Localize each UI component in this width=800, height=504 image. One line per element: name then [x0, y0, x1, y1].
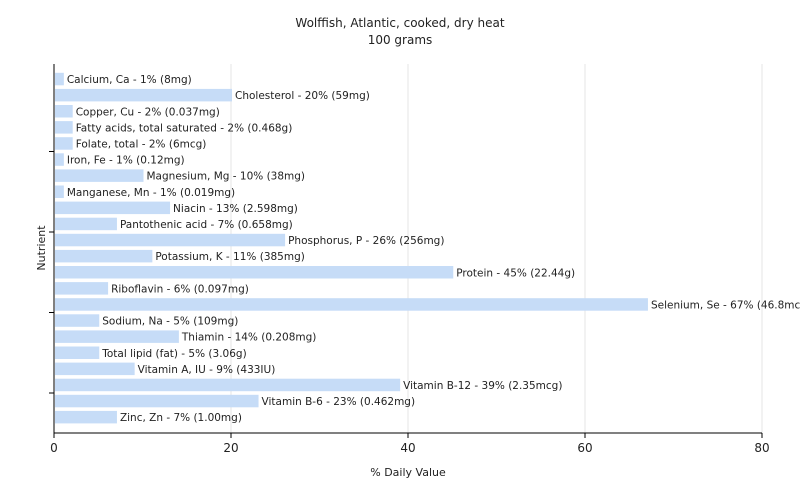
bar-data-label: Copper, Cu - 2% (0.037mg) [76, 106, 220, 118]
bar-data-label: Iron, Fe - 1% (0.12mg) [67, 155, 185, 167]
x-axis-title: % Daily Value [370, 466, 446, 479]
bar-data-label: Potassium, K - 11% (385mg) [155, 251, 305, 263]
bar [55, 153, 64, 166]
bar [55, 185, 64, 198]
axes: 0 20 40 60 80 [49, 64, 770, 455]
bar [55, 249, 153, 263]
chart-subtitle: 100 grams [368, 33, 433, 47]
x-tick-label: 60 [577, 441, 592, 455]
bar [55, 217, 117, 231]
bar [55, 266, 454, 279]
bar [55, 88, 232, 102]
bar [55, 169, 144, 182]
bar-data-label: Phosphorus, P - 26% (256mg) [288, 235, 444, 247]
bar-data-label: Selenium, Se - 67% (46.8mcg) [651, 299, 800, 311]
bar [55, 330, 179, 343]
bar [55, 378, 401, 392]
bar-data-label: Vitamin B-12 - 39% (2.35mcg) [403, 380, 562, 392]
bar-data-label: Sodium, Na - 5% (109mg) [102, 316, 238, 328]
bar-data-label: Calcium, Ca - 1% (8mg) [67, 74, 192, 86]
bar-data-label: Magnesium, Mg - 10% (38mg) [147, 171, 306, 183]
bar [55, 201, 171, 215]
bar-data-label: Total lipid (fat) - 5% (3.06g) [101, 348, 246, 360]
x-tick-label: 20 [223, 441, 238, 455]
bar [55, 314, 100, 327]
x-tick-label: 40 [400, 441, 415, 455]
x-tick-label: 80 [754, 441, 769, 455]
bar [55, 282, 109, 295]
bar [55, 233, 286, 247]
bar-data-label: Manganese, Mn - 1% (0.019mg) [67, 187, 235, 199]
bar-data-label: Riboflavin - 6% (0.097mg) [111, 283, 249, 295]
bar-data-label: Protein - 45% (22.44g) [456, 267, 575, 279]
bar-data-label: Fatty acids, total saturated - 2% (0.468… [76, 122, 293, 134]
bar [55, 121, 73, 134]
chart-title: Wolffish, Atlantic, cooked, dry heat [295, 16, 504, 30]
bar [55, 137, 73, 150]
grid-lines [54, 64, 763, 433]
bar [55, 362, 135, 376]
bar [55, 105, 73, 118]
bar-data-label: Vitamin A, IU - 9% (433IU) [138, 364, 276, 376]
bar [55, 72, 64, 86]
bar-data-label: Cholesterol - 20% (59mg) [235, 90, 370, 102]
bar [55, 346, 100, 359]
bar-data-label: Niacin - 13% (2.598mg) [173, 203, 298, 215]
bars: Calcium, Ca - 1% (8mg) Cholesterol - 20% … [55, 72, 800, 424]
bar-data-label: Vitamin B-6 - 23% (0.462mg) [262, 396, 416, 408]
bar [55, 394, 259, 408]
bar-data-label: Zinc, Zn - 7% (1.00mg) [120, 412, 242, 424]
bar [55, 298, 648, 311]
bar-data-label: Pantothenic acid - 7% (0.658mg) [120, 219, 293, 231]
x-tick-label: 0 [50, 441, 58, 455]
bar-data-label: Folate, total - 2% (6mcg) [76, 138, 207, 150]
y-axis-title: Nutrient [35, 225, 48, 271]
bar [55, 410, 117, 424]
bar-data-label: Thiamin - 14% (0.208mg) [181, 332, 317, 344]
